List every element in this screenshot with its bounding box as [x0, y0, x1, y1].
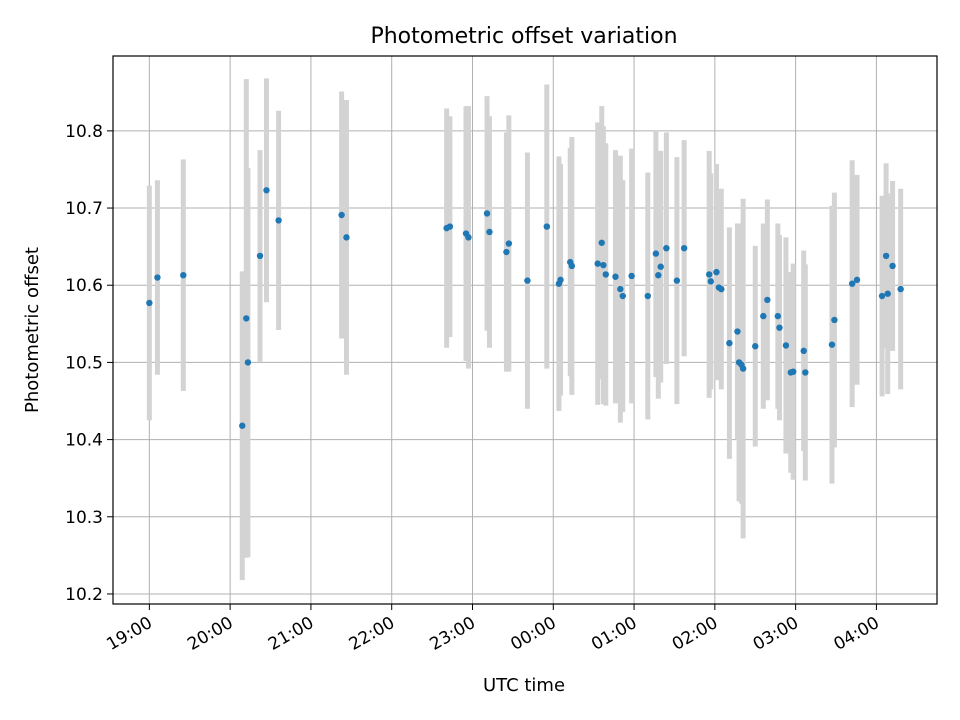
data-point	[568, 262, 576, 270]
y-tick-label: 10.6	[65, 276, 103, 296]
data-point	[652, 250, 660, 257]
data-point	[594, 260, 601, 267]
data-point	[619, 292, 626, 300]
data-point	[503, 248, 510, 256]
data-point	[256, 252, 264, 260]
data-point	[263, 187, 270, 194]
y-tick-label: 10.2	[65, 585, 103, 605]
data-point	[244, 359, 252, 366]
data-point	[790, 368, 797, 375]
data-point	[663, 244, 670, 252]
y-tick-label: 10.8	[65, 122, 103, 142]
data-point	[831, 316, 838, 324]
data-point	[602, 271, 609, 278]
data-point	[726, 339, 733, 347]
data-point	[338, 211, 345, 219]
data-point	[486, 228, 493, 236]
data-point	[878, 292, 886, 300]
data-point	[752, 343, 759, 350]
data-point	[243, 315, 250, 322]
y-axis-label: Photometric offset	[22, 247, 43, 413]
data-point	[557, 276, 564, 284]
data-point	[180, 272, 187, 279]
data-point	[612, 273, 619, 280]
data-point	[828, 341, 836, 348]
data-point	[718, 285, 725, 293]
data-point	[600, 261, 607, 269]
data-point	[680, 244, 688, 252]
data-point	[673, 277, 681, 284]
data-point	[657, 263, 664, 270]
data-point	[853, 276, 861, 284]
data-point	[897, 285, 904, 293]
data-point	[782, 342, 790, 349]
data-point	[505, 240, 513, 247]
plot-frame	[112, 55, 938, 605]
data-point	[154, 274, 161, 281]
data-point	[776, 324, 783, 331]
data-point	[764, 296, 771, 304]
data-point	[465, 234, 472, 241]
x-axis-label: UTC time	[483, 675, 565, 696]
data-point	[543, 223, 551, 230]
data-point	[889, 262, 896, 270]
y-tick-label: 10.3	[65, 508, 103, 528]
data-point	[655, 272, 662, 279]
data-point	[446, 223, 454, 230]
data-point	[146, 299, 153, 307]
data-point	[882, 252, 890, 260]
y-tick-label: 10.4	[65, 431, 103, 451]
data-point	[598, 239, 605, 246]
data-point	[739, 365, 747, 372]
y-tick-label: 10.7	[65, 199, 103, 219]
data-point	[848, 280, 856, 287]
data-point	[884, 290, 891, 297]
data-point	[800, 347, 807, 355]
y-tick-label: 10.5	[65, 353, 103, 373]
data-point	[802, 369, 809, 376]
data-point	[628, 272, 635, 280]
data-point	[275, 217, 282, 224]
data-point	[774, 312, 782, 320]
data-point	[617, 285, 624, 293]
y-axis-ticks: 10.2 10.3 10.4 10.5 10.6 10.7 10.8	[65, 122, 113, 605]
data-point	[483, 210, 491, 217]
data-point	[524, 277, 531, 284]
data-point	[343, 234, 350, 241]
data-point	[713, 268, 720, 276]
data-point	[707, 278, 715, 285]
data-point	[239, 422, 246, 429]
data-point	[734, 328, 741, 335]
data-points	[146, 187, 904, 429]
data-point	[705, 271, 713, 278]
chart-title: Photometric offset variation	[370, 24, 677, 49]
data-point	[760, 312, 767, 320]
data-point	[644, 292, 651, 300]
